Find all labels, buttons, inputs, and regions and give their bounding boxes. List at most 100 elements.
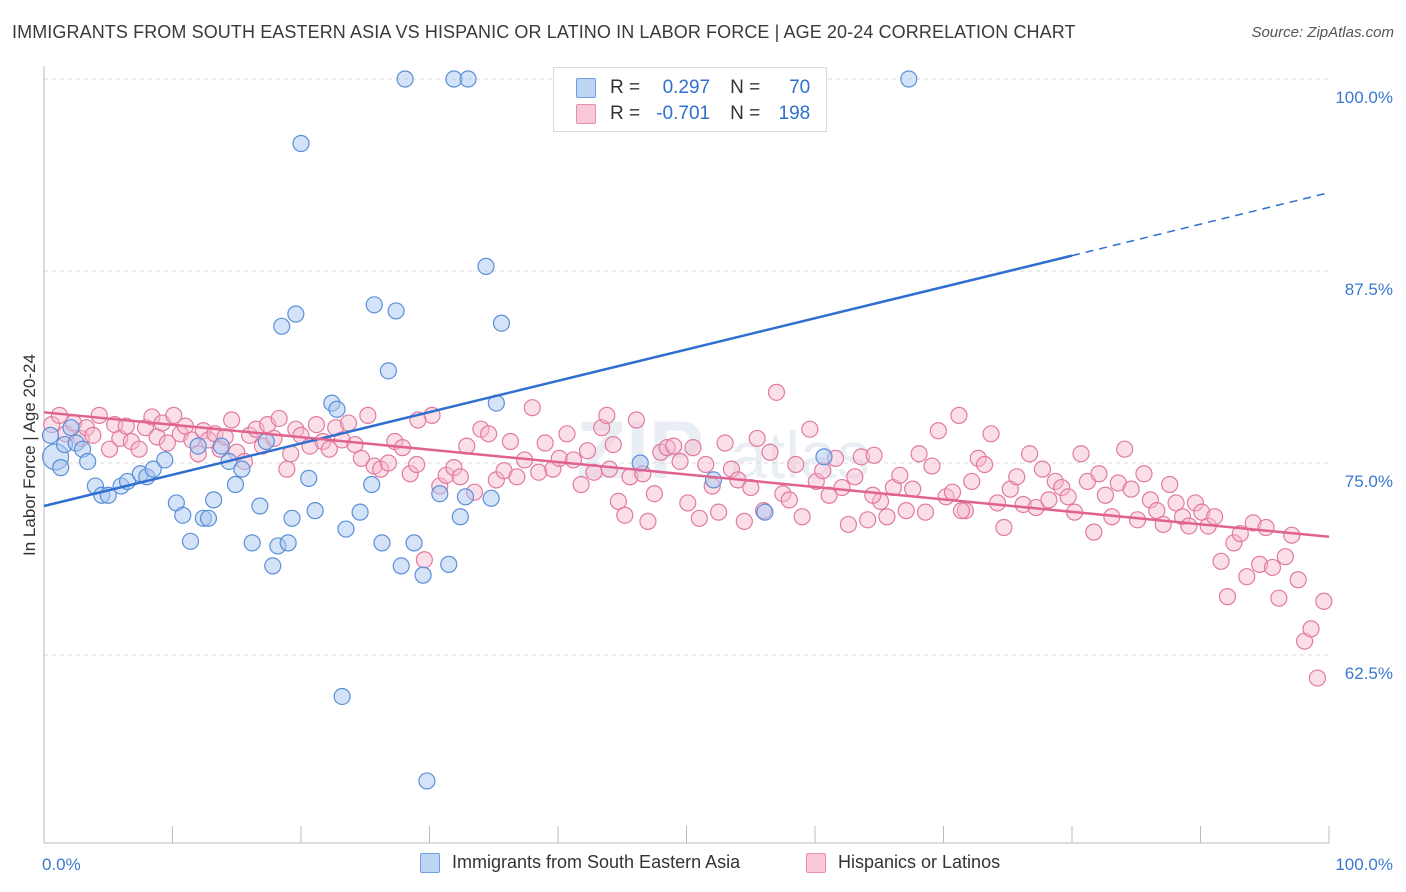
hispanic-point: [852, 448, 870, 466]
hispanic-point: [865, 446, 883, 464]
hispanic-point: [897, 502, 915, 520]
hispanic-point: [1308, 669, 1327, 687]
hispanic-point: [379, 454, 397, 472]
hispanic-point: [1154, 515, 1172, 534]
hispanic-point: [278, 460, 296, 478]
hispanic-point: [982, 425, 1000, 443]
hispanic-point: [1289, 571, 1307, 589]
hispanic-point: [536, 434, 554, 452]
bottom-legend-swatch-pink: [806, 852, 826, 873]
hispanic-point: [1193, 503, 1211, 521]
legend-swatch-pink: [576, 104, 596, 124]
hispanic-point: [645, 485, 663, 503]
hispanic-point: [1263, 558, 1282, 577]
chart-title: IMMIGRANTS FROM SOUTH EASTERN ASIA VS HI…: [12, 22, 1076, 42]
hispanic-point: [1173, 508, 1192, 526]
hispanic-point: [1020, 445, 1039, 463]
hispanic-point: [1315, 592, 1333, 610]
sea-immigrant-point: [900, 70, 918, 88]
hispanic-point: [616, 506, 634, 524]
sea-immigrant-point: [174, 506, 192, 524]
sea-immigrant-point: [451, 508, 469, 526]
legend-r-value-blue: 0.297: [662, 77, 711, 98]
sea-immigrant-point: [392, 557, 410, 575]
y-tick-label: 100.0%: [1335, 88, 1393, 107]
hispanic-point: [923, 457, 941, 475]
sea-immigrant-point: [233, 460, 251, 478]
hispanic-point: [846, 468, 864, 486]
hispanic-point: [801, 420, 819, 438]
sea-immigrant-point: [306, 502, 324, 520]
hispanic-point: [1090, 465, 1108, 483]
hispanic-point: [578, 442, 597, 460]
hispanic-point: [1072, 445, 1090, 463]
hispanic-point: [878, 508, 896, 526]
hispanic-point: [1135, 465, 1153, 483]
hispanic-point: [665, 437, 683, 455]
sea-immigrant-point: [156, 451, 174, 469]
legend-row-blue: R = 0.297 N = 70: [576, 76, 810, 100]
hispanic-point: [891, 466, 909, 484]
sea-immigrant-point: [756, 503, 774, 521]
gridlines: [44, 78, 1329, 656]
hispanic-point: [609, 492, 627, 510]
sea-immigrant-trend-line: [43, 254, 1073, 508]
hispanic-point: [833, 478, 851, 497]
y-tick-label: 87.5%: [1345, 280, 1393, 299]
sea-immigrant-point: [414, 566, 432, 584]
hispanic-point: [627, 411, 645, 429]
hispanic-point: [165, 406, 183, 424]
hispanic-point: [408, 455, 426, 474]
hispanic-point: [1186, 494, 1204, 512]
hispanic-point: [352, 449, 370, 467]
hispanic-point: [748, 429, 766, 448]
hispanic-point: [1059, 488, 1077, 506]
hispanic-point: [401, 465, 419, 483]
hispanic-point: [604, 435, 622, 454]
hispanic-point: [1116, 440, 1134, 458]
sea-immigrant-point: [363, 475, 381, 494]
hispanic-point: [1053, 478, 1071, 497]
hispanic-point: [1283, 526, 1301, 544]
sea-immigrant-point: [492, 314, 511, 332]
correlation-legend: R = 0.297 N = 70 R = -0.701 N = 198: [553, 67, 827, 132]
sea-immigrant-point: [52, 459, 70, 477]
hispanic-point: [952, 502, 971, 520]
sea-immigrant-trend-extension: [1071, 191, 1330, 257]
hispanic-point: [859, 511, 877, 529]
hispanic-point: [976, 455, 994, 474]
hispanic-point: [1161, 475, 1179, 494]
hispanic-point: [598, 406, 616, 424]
legend-n-label-pink: N =: [730, 103, 761, 124]
hispanic-point: [761, 443, 779, 461]
legend-r-value-pink: -0.701: [656, 103, 711, 124]
sea-immigrant-point: [283, 509, 301, 527]
hispanic-point: [84, 426, 102, 444]
sea-immigrant-point: [300, 469, 318, 487]
sea-immigrant-point: [351, 503, 369, 521]
hispanic-point: [558, 425, 576, 443]
hispanic-point: [910, 445, 928, 463]
hispanic-point: [710, 503, 728, 521]
hispanic-point: [1302, 620, 1320, 638]
hispanic-point: [600, 460, 619, 478]
hispanic-point: [1225, 534, 1243, 552]
sea-immigrant-point: [405, 534, 423, 552]
hispanic-point: [1148, 502, 1166, 520]
sea-immigrant-point: [328, 400, 346, 418]
sea-immigrant-point: [387, 302, 405, 320]
hispanic-point: [658, 439, 676, 457]
hispanic-point: [1244, 514, 1262, 532]
x-tick-label-max: 100.0%: [1335, 855, 1393, 874]
hispanic-point: [671, 452, 689, 471]
sea-immigrant-point: [459, 70, 477, 88]
sea-immigrant-point: [189, 437, 207, 455]
hispanic-point: [1270, 589, 1288, 607]
hispanic-point: [916, 503, 935, 521]
hispanic-point: [793, 508, 811, 526]
hispanic-point: [572, 475, 590, 494]
hispanic-point: [270, 409, 288, 428]
sea-immigrant-point: [264, 557, 282, 575]
hispanic-point: [158, 434, 176, 452]
